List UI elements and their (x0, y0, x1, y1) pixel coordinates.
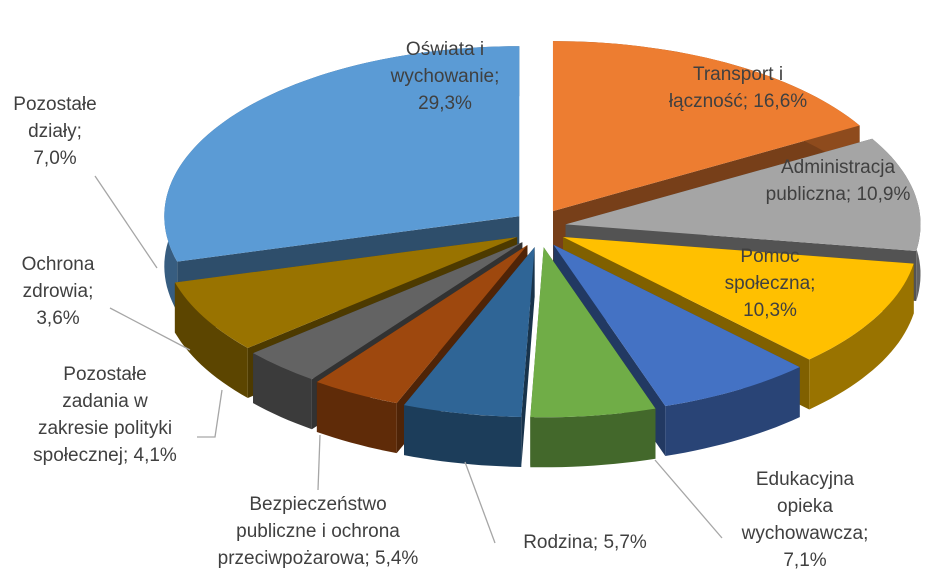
data-label: Ochrona zdrowia; 3,6% (13, 251, 103, 332)
slice (530, 247, 656, 418)
data-label: Transport i łączność; 16,6% (663, 61, 813, 115)
slice (553, 244, 800, 407)
category-label: Pozostałe działy; (13, 94, 97, 142)
category-label: Pomoc społeczna; (724, 246, 816, 294)
slice (164, 46, 520, 262)
value-label: 7,1% (783, 550, 827, 570)
leader-line (317, 434, 321, 491)
slice (565, 138, 921, 252)
value-label: 7,0% (33, 148, 77, 169)
data-label: Pozostałe działy; 7,0% (5, 91, 105, 172)
slice (253, 242, 523, 380)
leader-line (197, 389, 223, 438)
value-label: 10,3% (743, 300, 797, 321)
data-label: Bezpieczeństwo publiczne i ochrona przec… (208, 491, 428, 570)
leader-line (94, 175, 158, 269)
data-label: Administracja publiczna; 10,9% (758, 154, 918, 208)
data-label: Edukacyjna opieka wychowawcza; 7,1% (738, 466, 873, 570)
value-label: 5,4% (375, 548, 419, 569)
category-label: Transport i łączność; (668, 64, 784, 112)
data-label: Pomoc społeczna; 10,3% (715, 243, 825, 324)
slice-wall (665, 367, 800, 456)
leader-line (109, 307, 191, 351)
value-label: 3,6% (36, 308, 80, 329)
value-label: 5,7% (603, 532, 647, 553)
slice-wall (316, 382, 397, 454)
category-label: Ochrona zdrowia; (21, 254, 95, 302)
data-label: Rodzina; 5,7% (485, 529, 685, 556)
value-label: 16,6% (753, 91, 808, 112)
category-label: Administracja publiczna; (765, 157, 896, 205)
category-label: Oświata i wychowanie; (390, 39, 500, 87)
slice-wall (404, 405, 522, 467)
slice-wall (174, 282, 248, 398)
category-label: Edukacyjna opieka wychowawcza; (741, 469, 869, 544)
value-label: 4,1% (133, 445, 177, 466)
slice-wall (530, 408, 656, 468)
data-label: Oświata i wychowanie; 29,3% (383, 36, 508, 117)
data-label: Pozostałe zadania w zakresie polityki sp… (31, 361, 179, 469)
slice (316, 245, 528, 404)
slice (403, 247, 535, 417)
slice-side (521, 247, 535, 467)
leader-line (654, 459, 723, 539)
slice (552, 41, 860, 212)
value-label: 10,9% (856, 184, 911, 205)
category-label: Bezpieczeństwo publiczne i ochrona przec… (217, 494, 400, 569)
category-label: Pozostałe zadania w zakresie polityki sp… (33, 364, 173, 466)
leader-line (464, 461, 496, 544)
slice-wall (253, 353, 312, 430)
slice-wall (809, 263, 914, 410)
slice (174, 237, 518, 348)
category-label: Rodzina; (523, 532, 599, 553)
slice (563, 237, 914, 360)
value-label: 29,3% (418, 93, 472, 114)
